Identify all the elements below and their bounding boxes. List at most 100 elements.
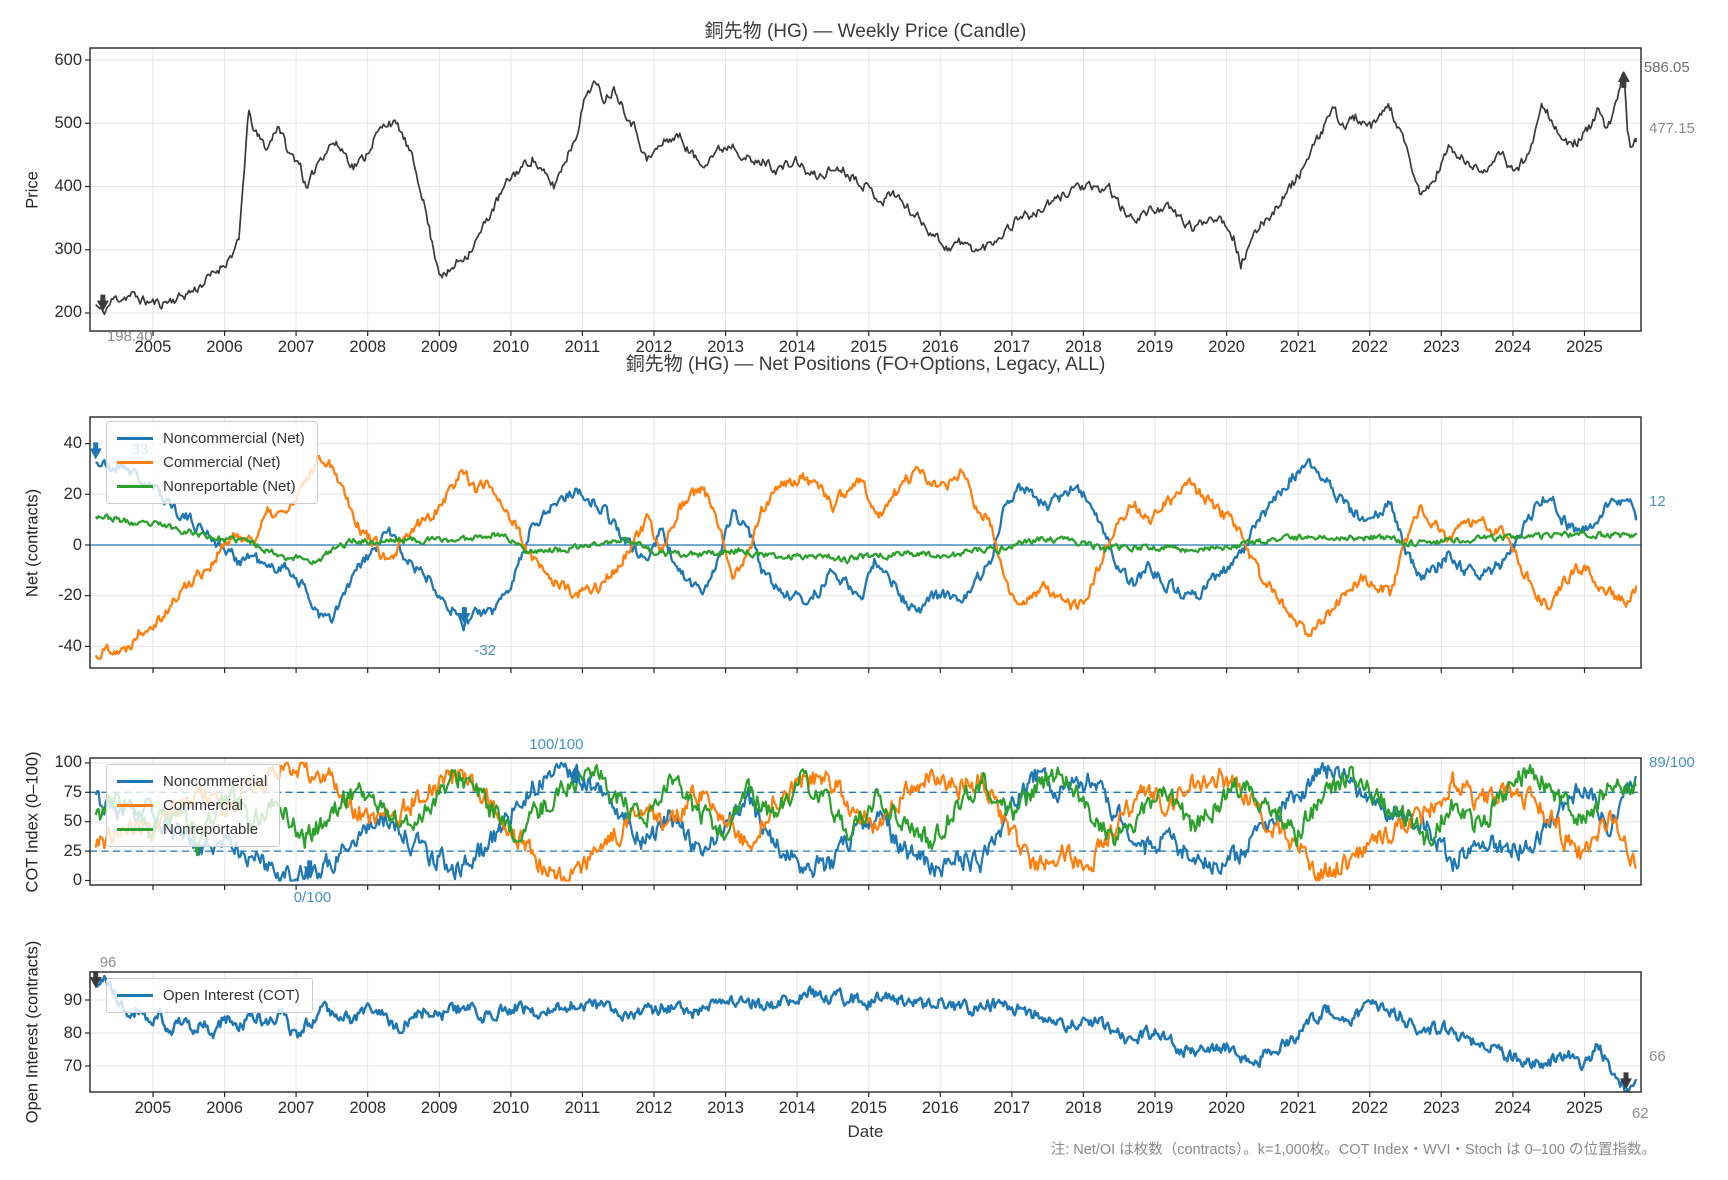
x-tick-label: 2009 xyxy=(420,1099,458,1117)
y-tick-label: 20 xyxy=(63,484,82,503)
y-tick-label: 75 xyxy=(63,782,82,801)
legend-line-swatch xyxy=(117,828,153,831)
x-tick-label: 2025 xyxy=(1566,1099,1603,1117)
y-tick-label: 25 xyxy=(63,841,82,860)
legend-line-swatch xyxy=(117,780,153,783)
y-tick-label: -20 xyxy=(58,586,82,605)
y-tick-label: -40 xyxy=(58,636,82,655)
x-tick-label: 2018 xyxy=(1065,338,1102,356)
annotation-586-05: 586.05 xyxy=(1643,58,1690,76)
x-tick-label: 2025 xyxy=(1566,338,1603,356)
max-marker-arrow-up xyxy=(569,766,582,784)
y-tick-label: 90 xyxy=(63,990,82,1009)
x-tick-label: 2023 xyxy=(1422,338,1460,356)
y-tick-label: 0 xyxy=(72,535,82,554)
series-line-price xyxy=(95,72,1637,316)
x-tick-label: 2024 xyxy=(1494,338,1532,356)
min-marker-arrow-down xyxy=(96,294,109,312)
panel-1 xyxy=(85,47,1642,336)
annotation--32: -32 xyxy=(474,642,497,660)
series-line-commercial-net xyxy=(94,454,1638,660)
series-line-noncommercial-net xyxy=(95,458,1638,632)
x-tick-label: 2024 xyxy=(1494,1099,1532,1117)
annotation-477-15: 477.15 xyxy=(1649,119,1695,137)
x-tick-label: 2020 xyxy=(1208,1099,1245,1117)
x-tick-label: 2017 xyxy=(993,338,1031,356)
y-tick-label: 500 xyxy=(54,113,82,132)
x-tick-label: 2016 xyxy=(921,338,959,356)
y-tick-label: 600 xyxy=(54,50,82,69)
panel-border xyxy=(89,971,1642,1093)
x-tick-label: 2006 xyxy=(206,338,243,356)
legend-item: Commercial (Net) xyxy=(117,453,305,472)
x-tick-label: 2022 xyxy=(1351,1099,1389,1117)
series-line-nonreportable xyxy=(94,763,1637,857)
x-tick-label: 2008 xyxy=(349,338,387,356)
annotation-12: 12 xyxy=(1649,492,1666,510)
x-tick-label: 2022 xyxy=(1351,338,1389,356)
x-axis-label: Date xyxy=(847,1122,884,1141)
x-tick-label: 2007 xyxy=(277,338,315,356)
annotation-89-100: 89/100 xyxy=(1649,753,1695,771)
x-tick-label: 2010 xyxy=(492,338,530,356)
footnote: 注: Net/OI は枚数（contracts）。k=1,000枚。COT In… xyxy=(1050,1142,1656,1158)
annotation-100-100: 100/100 xyxy=(529,736,584,754)
x-tick-label: 2011 xyxy=(564,1099,601,1117)
legend-line-swatch xyxy=(117,994,153,997)
legend-label: Nonreportable (Net) xyxy=(163,478,296,495)
x-tick-label: 2012 xyxy=(635,1099,673,1117)
panel-4 xyxy=(85,971,1642,1097)
min-marker-arrow-down xyxy=(1619,1072,1632,1090)
price-panel-title: 銅先物 (HG) — Weekly Price (Candle) xyxy=(704,21,1027,42)
legend-line-swatch xyxy=(117,461,153,464)
x-tick-label: 2011 xyxy=(564,338,601,356)
y-tick-label: 40 xyxy=(63,434,82,453)
y-tick-label: 0 xyxy=(72,870,82,889)
annotation-96: 96 xyxy=(99,954,117,972)
x-tick-label: 2019 xyxy=(1136,1099,1174,1117)
legend-item: Open Interest (COT) xyxy=(117,986,300,1005)
legend-item: Noncommercial xyxy=(117,772,267,791)
panel-border xyxy=(89,47,1642,332)
annotation-66: 66 xyxy=(1649,1048,1666,1065)
y-tick-label: 400 xyxy=(54,176,82,195)
net-positions-panel-title: 銅先物 (HG) — Net Positions (FO+Options, Le… xyxy=(625,354,1106,375)
panel-border xyxy=(89,416,1642,669)
y-tick-label: 50 xyxy=(63,812,82,831)
legend-line-swatch xyxy=(117,437,153,440)
legend-label: Open Interest (COT) xyxy=(163,987,300,1004)
legend-label: Nonreportable xyxy=(163,821,259,838)
x-tick-label: 2013 xyxy=(707,338,744,356)
x-tick-label: 2014 xyxy=(778,338,816,356)
x-tick-label: 2018 xyxy=(1065,1099,1102,1117)
series-line-open-interest-cot xyxy=(95,974,1638,1092)
y-tick-label: 70 xyxy=(63,1056,82,1075)
legend-label: Noncommercial (Net) xyxy=(163,430,305,447)
legend-line-swatch xyxy=(117,804,153,807)
x-tick-label: 2016 xyxy=(921,1099,959,1117)
y-tick-label: 300 xyxy=(54,240,82,259)
annotation-198-40: 198.40 xyxy=(106,327,153,345)
x-tick-label: 2006 xyxy=(206,1099,243,1117)
x-tick-label: 2008 xyxy=(349,1099,387,1117)
x-tick-label: 2013 xyxy=(707,1099,744,1117)
legend-label: Commercial xyxy=(163,797,244,814)
panel-2 xyxy=(85,416,1642,673)
x-tick-label: 2023 xyxy=(1422,1099,1460,1117)
min-marker-arrow-down xyxy=(89,442,102,460)
x-tick-label: 2017 xyxy=(993,1099,1031,1117)
legend-label: Noncommercial xyxy=(163,773,268,790)
series-line-nonreportable-net xyxy=(94,513,1638,566)
legend-panel-4: Open Interest (COT) xyxy=(106,978,313,1013)
min-marker-arrow-down xyxy=(458,607,471,625)
panel-3 xyxy=(85,757,1642,890)
legend-label: Commercial (Net) xyxy=(163,454,281,471)
legend-item: Nonreportable xyxy=(117,820,267,839)
y-tick-label: 80 xyxy=(63,1023,82,1042)
x-tick-label: 2014 xyxy=(778,1099,816,1117)
min-marker-arrow-down xyxy=(303,860,316,878)
x-tick-label: 2019 xyxy=(1136,338,1174,356)
annotation-0-100: 0/100 xyxy=(293,889,332,907)
